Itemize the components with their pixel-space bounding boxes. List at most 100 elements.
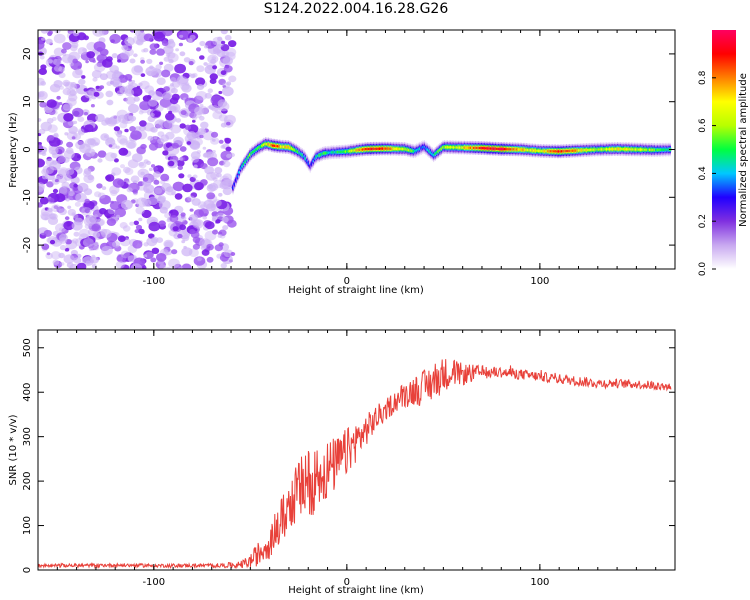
noise-blob — [196, 47, 201, 52]
noise-blob — [115, 145, 120, 149]
noise-blob — [183, 245, 187, 249]
noise-blob — [94, 191, 102, 198]
noise-blob — [149, 127, 156, 133]
noise-blob — [38, 39, 45, 50]
noise-blob — [128, 112, 134, 117]
noise-blob — [100, 229, 112, 238]
snr-panel: -100 0 100 0 100 200 300 400 500 Height of strai… — [8, 329, 676, 596]
noise-blob — [87, 138, 96, 146]
snr-y-tick-label: 100 — [22, 516, 33, 535]
noise-blob — [96, 218, 106, 226]
noise-blob — [211, 211, 219, 218]
noise-blob — [207, 54, 219, 64]
noise-blob — [149, 43, 158, 51]
noise-blob — [177, 165, 183, 171]
noise-blob — [95, 85, 100, 89]
noise-blob — [151, 164, 156, 168]
noise-blob — [109, 33, 121, 44]
noise-blob — [73, 257, 82, 264]
noise-blob — [216, 172, 222, 178]
noise-blob — [222, 173, 233, 182]
noise-blob — [64, 216, 70, 221]
noise-blob — [48, 146, 59, 155]
noise-blob — [203, 62, 208, 66]
noise-blob — [203, 213, 208, 217]
noise-blob — [196, 65, 205, 73]
noise-blob — [220, 70, 227, 76]
noise-blob — [189, 229, 196, 234]
noise-blob — [201, 249, 210, 256]
noise-blob — [146, 160, 151, 165]
noise-blob — [93, 41, 106, 52]
noise-blob — [84, 124, 94, 133]
snr-background — [38, 330, 675, 570]
noise-blob — [217, 234, 223, 238]
noise-blob — [118, 147, 129, 156]
noise-blob — [189, 208, 194, 212]
snr-x-axis-label: Height of straight line (km) — [288, 585, 424, 596]
noise-blob — [217, 99, 228, 108]
noise-blob — [92, 30, 105, 37]
noise-blob — [198, 208, 209, 217]
noise-blob — [191, 156, 200, 163]
noise-blob — [130, 263, 143, 269]
noise-blob — [153, 171, 161, 178]
noise-blob — [84, 208, 90, 214]
noise-blob — [104, 152, 117, 162]
noise-blob — [224, 34, 232, 41]
noise-blob — [78, 78, 86, 85]
noise-blob — [181, 240, 186, 244]
noise-blob — [39, 101, 47, 108]
noise-blob — [133, 96, 140, 102]
noise-blob — [50, 251, 62, 260]
noise-blob — [48, 197, 55, 203]
noise-blob — [222, 225, 229, 231]
noise-blob — [210, 131, 219, 138]
noise-blob — [192, 236, 201, 243]
noise-blob — [223, 65, 233, 73]
noise-blob — [210, 105, 219, 112]
noise-blob — [39, 55, 45, 60]
noise-blob — [100, 133, 110, 141]
noise-blob — [140, 171, 145, 176]
noise-blob — [93, 241, 99, 246]
noise-blob — [143, 33, 154, 42]
noise-blob — [162, 91, 173, 100]
noise-blob — [193, 164, 198, 169]
noise-blob — [56, 95, 61, 100]
noise-blob — [143, 242, 149, 247]
noise-blob — [128, 115, 134, 120]
noise-blob — [112, 178, 125, 188]
noise-blob — [47, 59, 53, 64]
noise-blob — [169, 215, 179, 223]
noise-blob — [147, 196, 159, 206]
noise-blob — [95, 142, 99, 146]
noise-blob — [212, 199, 222, 207]
noise-blob — [65, 198, 70, 202]
noise-blob — [127, 141, 136, 149]
noise-blob — [53, 80, 63, 88]
noise-blob — [116, 90, 124, 96]
noise-blob — [63, 220, 75, 231]
noise-blob — [68, 126, 78, 134]
noise-blob — [226, 121, 231, 126]
noise-blob — [153, 31, 166, 42]
spectrogram-y-tick-label: 20 — [22, 48, 33, 61]
noise-blob — [101, 58, 113, 68]
noise-blob — [38, 90, 48, 100]
noise-blob — [207, 157, 219, 167]
noise-blob — [66, 141, 74, 148]
noise-blob — [145, 251, 154, 259]
noise-blob — [53, 65, 63, 72]
noise-blob — [215, 212, 226, 221]
noise-blob — [180, 212, 186, 217]
noise-blob — [135, 224, 143, 230]
noise-blob — [83, 88, 88, 92]
noise-blob — [60, 262, 65, 266]
noise-blob — [63, 149, 75, 159]
noise-blob — [54, 179, 59, 183]
noise-blob — [113, 158, 119, 163]
noise-blob — [38, 158, 45, 168]
